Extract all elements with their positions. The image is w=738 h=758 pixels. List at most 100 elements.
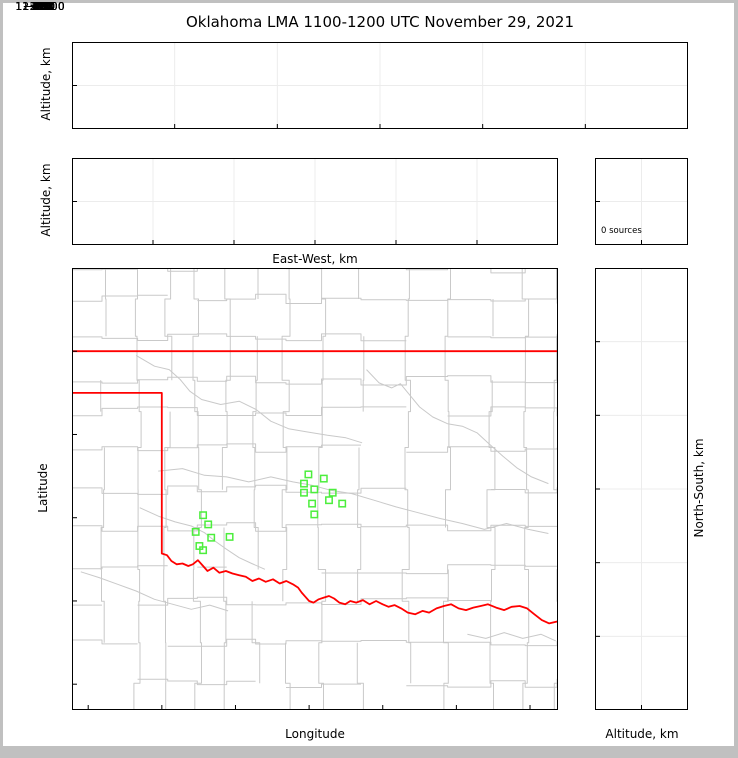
lma-station-marker bbox=[310, 485, 319, 494]
tick-label: 0 bbox=[36, 0, 44, 13]
tick-label: 0 bbox=[46, 0, 53, 13]
latitude-axis-label: Latitude bbox=[36, 463, 50, 513]
tick-label: −100 bbox=[24, 0, 56, 13]
lma-station-marker bbox=[225, 532, 234, 541]
tick-label: 100 bbox=[29, 0, 51, 13]
axes-spine bbox=[595, 158, 688, 245]
county-line bbox=[167, 638, 558, 647]
tick-label: −99 bbox=[28, 0, 52, 13]
tick-label: 200 bbox=[29, 0, 51, 13]
county-line bbox=[221, 268, 231, 490]
county-line bbox=[486, 380, 496, 710]
lma-station-marker bbox=[300, 488, 308, 497]
tick-label: −101 bbox=[24, 0, 56, 13]
county-line bbox=[72, 294, 168, 302]
lma-station-marker bbox=[308, 499, 317, 508]
lma-station-marker bbox=[207, 533, 216, 542]
county-line bbox=[251, 601, 261, 684]
tick-label: −200 bbox=[22, 0, 53, 13]
tick-label: −95 bbox=[28, 0, 52, 13]
county-boundaries bbox=[72, 268, 558, 710]
lma-station-marker bbox=[310, 510, 319, 519]
lma-station-marker bbox=[191, 527, 200, 536]
tick-label: 0 bbox=[46, 0, 53, 13]
alt-time-y-axis-label: Altitude, km bbox=[39, 47, 53, 121]
county-line bbox=[521, 268, 530, 710]
tick-label: −98 bbox=[28, 0, 52, 13]
state-border-line bbox=[72, 392, 558, 625]
county-line bbox=[72, 333, 407, 342]
axes-spine bbox=[595, 268, 688, 710]
lma-station-marker bbox=[304, 470, 313, 479]
county-line bbox=[317, 268, 327, 710]
ns-panel-x-axis-label: Altitude, km bbox=[605, 727, 679, 741]
tick-label: 0 bbox=[36, 0, 44, 13]
tick-label: 200 bbox=[32, 0, 53, 13]
tick-label: 11:10:00 bbox=[15, 0, 65, 13]
tick-label: 0 bbox=[36, 0, 44, 13]
tick-label: 20 bbox=[39, 0, 53, 13]
tick-label: 36 bbox=[39, 0, 53, 13]
tick-label: 37 bbox=[39, 0, 53, 13]
county-line bbox=[406, 678, 558, 688]
tick-label: 20 bbox=[33, 0, 47, 13]
tick-label: −300 bbox=[22, 0, 53, 13]
county-line bbox=[223, 527, 227, 710]
tick-label: 11:50:00 bbox=[15, 0, 65, 13]
tick-label: −300 bbox=[24, 0, 56, 13]
county-line bbox=[286, 683, 361, 688]
tick-label: 11:30:00 bbox=[15, 0, 65, 13]
lma-station-marker bbox=[319, 474, 328, 483]
county-line bbox=[281, 268, 291, 602]
lma-station-marker bbox=[300, 479, 308, 488]
tick-label: 300 bbox=[32, 0, 53, 13]
axes-spine bbox=[72, 158, 558, 245]
tick-label: 100 bbox=[32, 0, 53, 13]
county-line bbox=[137, 596, 491, 606]
lma-station-marker bbox=[328, 488, 337, 497]
county-line bbox=[197, 293, 558, 304]
panel-altitude-vs-east-west bbox=[72, 158, 558, 245]
county-line bbox=[285, 642, 291, 710]
axes-spine bbox=[72, 268, 558, 710]
tick-label: 11:00:00 bbox=[15, 0, 65, 13]
county-line bbox=[133, 268, 142, 710]
tick-label: 0 bbox=[46, 0, 53, 13]
state-border bbox=[72, 350, 558, 625]
county-line bbox=[321, 564, 558, 575]
river-line bbox=[135, 354, 363, 444]
county-line bbox=[72, 565, 168, 570]
longitude-axis-label: Longitude bbox=[285, 727, 345, 741]
lma-station-marker bbox=[199, 511, 208, 520]
alt-ew-y-axis-label: Altitude, km bbox=[39, 163, 53, 237]
county-line bbox=[72, 375, 558, 386]
tick-label: −96 bbox=[28, 0, 52, 13]
tick-label: 12:00:00 bbox=[15, 0, 65, 13]
tick-label: 100 bbox=[29, 0, 51, 13]
panel-source-histogram bbox=[595, 158, 688, 245]
river-line bbox=[80, 571, 229, 612]
county-line bbox=[72, 406, 407, 417]
county-line bbox=[101, 268, 107, 337]
county-line bbox=[72, 443, 361, 453]
tick-label: 20 bbox=[39, 0, 53, 13]
county-line bbox=[362, 336, 365, 412]
panel-map-plan-view bbox=[72, 268, 558, 710]
figure-title: Oklahoma LMA 1100-1200 UTC November 29, … bbox=[185, 13, 575, 31]
tick-label: −97 bbox=[28, 0, 52, 13]
county-line bbox=[406, 446, 558, 453]
axes-spine bbox=[72, 42, 688, 129]
county-line bbox=[163, 411, 171, 710]
tick-label: 10 bbox=[39, 0, 53, 13]
county-line bbox=[447, 406, 558, 417]
tick-label: 10 bbox=[33, 0, 47, 13]
county-line bbox=[553, 268, 558, 710]
county-line bbox=[100, 447, 105, 643]
county-line bbox=[443, 569, 449, 710]
tick-label: −100 bbox=[22, 0, 53, 13]
tick-label: 0 bbox=[46, 0, 53, 13]
lma-station-marker bbox=[199, 546, 208, 555]
rivers bbox=[80, 354, 557, 642]
panel-altitude-vs-time bbox=[72, 42, 688, 129]
